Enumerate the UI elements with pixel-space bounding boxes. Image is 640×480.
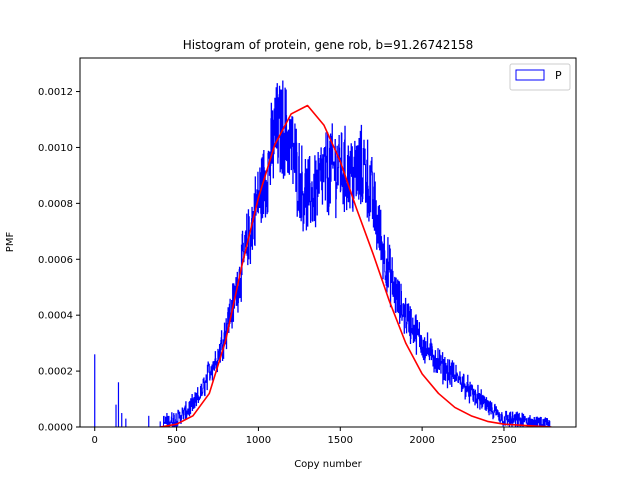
x-tick-label-0: 0	[92, 435, 98, 446]
y-tick-label-5: 0.0010	[38, 143, 73, 154]
histogram-series-p	[94, 80, 551, 427]
x-tick-label-500: 500	[167, 435, 186, 446]
y-tick-label-3: 0.0006	[38, 255, 73, 266]
y-tick-label-1: 0.0002	[38, 367, 73, 378]
plot-area	[94, 80, 552, 427]
y-tick-label-4: 0.0008	[38, 199, 73, 210]
legend: P	[509, 63, 571, 91]
legend-swatch-p	[515, 69, 545, 81]
legend-label-p: P	[555, 69, 562, 82]
y-tick-label-6: 0.0012	[38, 87, 73, 98]
fit-curve	[160, 104, 552, 427]
y-axis-title: PMF	[5, 232, 16, 253]
x-tick-label-1500: 1500	[328, 435, 353, 446]
axes-frame	[79, 57, 577, 428]
x-tick-label-1000: 1000	[246, 435, 271, 446]
chart-title: Histogram of protein, gene rob, b=91.267…	[183, 38, 474, 52]
x-tick-label-2000: 2000	[409, 435, 434, 446]
y-tick-label-0: 0.0000	[38, 423, 73, 434]
x-tick-label-2500: 2500	[491, 435, 516, 446]
axis-ticks: 0 500 1000 1500 2000 2500 0.0000 0.0002 0.0004 0.…	[38, 87, 517, 446]
x-axis-title: Copy number	[294, 459, 362, 470]
y-tick-label-2: 0.0004	[38, 311, 73, 322]
